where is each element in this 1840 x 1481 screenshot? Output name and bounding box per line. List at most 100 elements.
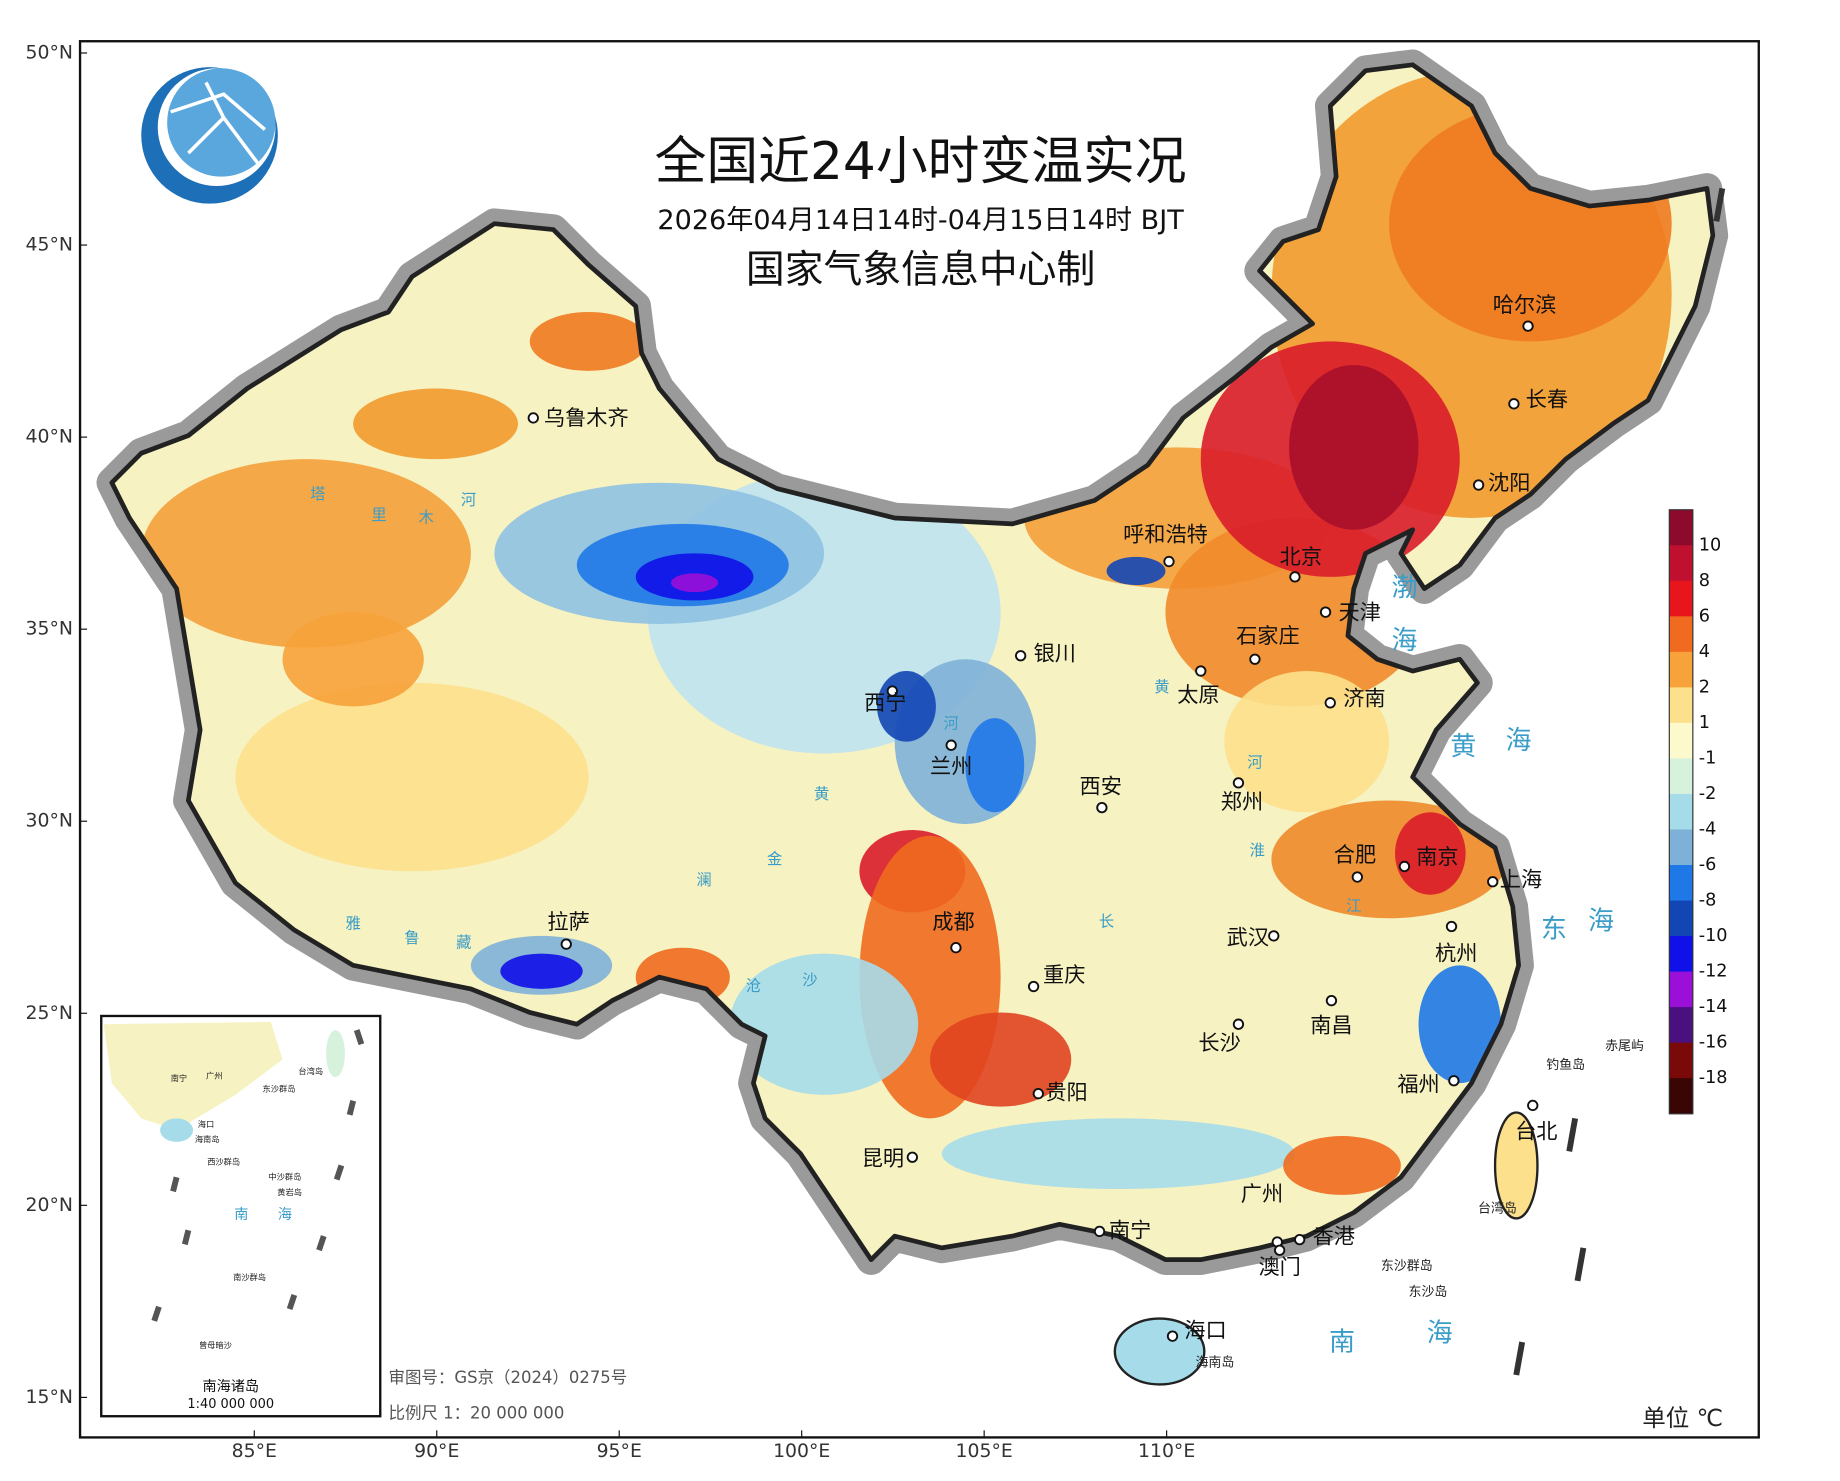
city-label: 上海 [1500, 867, 1542, 892]
legend-swatch [1669, 722, 1693, 760]
river-label: 江 [1346, 897, 1361, 915]
legend-label: 1 [1699, 713, 1710, 733]
city-label: 广州 [1241, 1181, 1283, 1206]
inset-label: 海口 [198, 1119, 214, 1129]
river-label: 塔 [310, 485, 325, 503]
city-dot [950, 942, 962, 954]
city-label: 乌鲁木齐 [544, 405, 629, 430]
lat-label: 45°N [26, 235, 73, 256]
legend-label: 2 [1699, 677, 1710, 697]
boundary-dash [1713, 187, 1726, 222]
city-label: 天津 [1339, 599, 1381, 624]
inset-label: 海南岛 [195, 1134, 220, 1144]
city-label: 呼和浩特 [1123, 522, 1208, 547]
city-label: 太原 [1177, 682, 1219, 707]
city-dot [1249, 653, 1261, 665]
place-label: 赤尾屿 [1605, 1039, 1644, 1054]
logo [141, 67, 278, 204]
legend-label: -1 [1699, 748, 1717, 768]
city-dot [1163, 555, 1175, 568]
legend-label: -10 [1699, 926, 1728, 946]
sea-label: 渤 [1391, 573, 1417, 603]
inset-label: 中沙群岛 [268, 1172, 301, 1182]
river-label: 雅 [346, 915, 361, 933]
lon-label: 105°E [956, 1441, 1013, 1462]
legend-swatch [1669, 793, 1693, 831]
inset-scale: 1:40 000 000 [187, 1397, 274, 1412]
city-label: 西安 [1080, 774, 1122, 799]
city-dot [886, 685, 898, 697]
city-dot [1195, 665, 1207, 677]
city-label: 拉萨 [547, 909, 589, 934]
lat-label: 20°N [26, 1195, 73, 1216]
river-label: 河 [461, 491, 476, 509]
legend-label: 6 [1699, 606, 1710, 626]
legend-label: -16 [1699, 1033, 1728, 1053]
legend-label: -2 [1699, 784, 1717, 804]
city-dot [1289, 571, 1301, 583]
legend-swatch [1669, 829, 1693, 866]
legend: 10 8 6 4 2 1 -1 -2 -4 -6 -8 -10 -12 -14 -16 -18 [1668, 509, 1728, 1115]
legend-swatch [1669, 687, 1693, 724]
legend-label: -12 [1699, 962, 1728, 982]
city-label: 澳门 [1258, 1254, 1300, 1279]
city-dot [1448, 1075, 1460, 1087]
river-label: 淮 [1250, 842, 1265, 860]
city-label: 海口 [1184, 1317, 1226, 1342]
lat-label: 30°N [26, 811, 73, 832]
inset-label: 曾母暗沙 [199, 1340, 232, 1350]
subtitle: 2026年04月14日14时-04月15日14时 BJT [657, 205, 1184, 236]
legend-swatch [1669, 1042, 1693, 1079]
legend-label: -18 [1699, 1068, 1728, 1088]
river-label: 里 [371, 506, 386, 524]
river-label: 河 [1247, 753, 1262, 771]
legend-swatch [1669, 1007, 1693, 1044]
city-label: 哈尔滨 [1493, 292, 1557, 317]
city-label: 郑州 [1221, 789, 1263, 814]
city-dot [1032, 1088, 1044, 1100]
approval-number: 审图号：GS京（2024）0275号 [388, 1368, 627, 1387]
city-label: 重庆 [1043, 962, 1085, 987]
city-label: 北京 [1280, 544, 1322, 569]
inset-label: 广州 [206, 1071, 222, 1081]
legend-swatch [1669, 758, 1693, 795]
city-label: 贵阳 [1045, 1080, 1087, 1105]
city-dot [1325, 995, 1338, 1007]
legend-label: 4 [1699, 642, 1710, 662]
city-label: 西宁 [864, 690, 906, 715]
inset-title: 南海诸岛 [203, 1379, 259, 1395]
lat-label: 35°N [26, 619, 73, 640]
city-dot [1232, 777, 1245, 789]
city-dot [906, 1151, 918, 1163]
legend-label: 8 [1699, 571, 1710, 591]
river-label: 木 [418, 509, 433, 527]
city-label: 南昌 [1310, 1013, 1352, 1038]
legend-swatch [1669, 616, 1693, 653]
legend-swatch [1669, 545, 1693, 582]
river-label: 黄 [1154, 678, 1169, 696]
city-dot [1093, 1225, 1106, 1238]
city-label: 香港 [1313, 1223, 1355, 1248]
city-label: 合肥 [1334, 842, 1376, 867]
city-label: 台北 [1515, 1119, 1557, 1144]
legend-swatch [1669, 1078, 1693, 1115]
city-label: 长沙 [1198, 1030, 1240, 1055]
city-label: 南京 [1416, 844, 1458, 869]
inset-label: 南 [234, 1207, 248, 1223]
city-dot [1522, 320, 1534, 332]
city-dot [1015, 650, 1027, 662]
place-label: 台湾岛 [1478, 1201, 1517, 1217]
temperature-area [1283, 1136, 1401, 1195]
legend-swatch [1669, 936, 1693, 973]
lon-label: 85°E [232, 1441, 277, 1462]
inset [100, 1014, 382, 1418]
legend-frame [1668, 509, 1694, 1115]
legend-label: -14 [1699, 997, 1728, 1017]
lat-label: 40°N [26, 427, 73, 448]
city-dot [1096, 801, 1108, 814]
legend-swatch [1669, 651, 1693, 688]
city-label: 银川 [1034, 641, 1076, 666]
